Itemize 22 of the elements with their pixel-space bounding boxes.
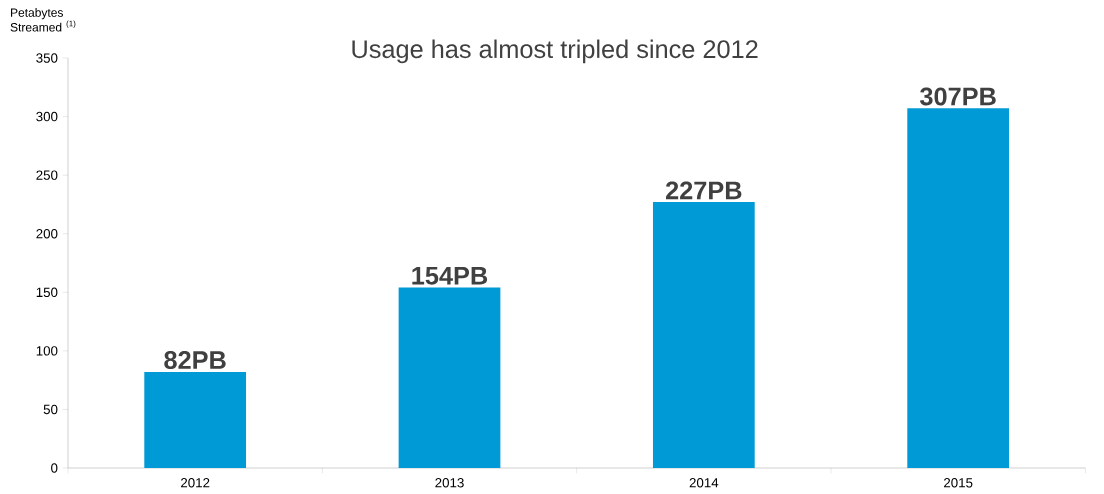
data-label: 307PB [920, 87, 996, 106]
y-tick-label: 350 [36, 53, 58, 63]
y-tick-label: 150 [36, 287, 58, 297]
data-label: 227PB [665, 181, 742, 200]
bar [652, 202, 755, 468]
x-tick-label: 2012 [181, 478, 210, 488]
x-tick-label: 2015 [944, 478, 973, 488]
y-tick-label: 250 [36, 170, 58, 180]
bar [398, 287, 501, 468]
y-tick-label: 200 [36, 229, 58, 239]
y-tick-label: 100 [36, 346, 58, 356]
y-tick-label: 50 [43, 404, 58, 415]
data-label: 82PB [164, 351, 226, 370]
chart-title: Usage has almost tripled since 2012 [352, 39, 758, 64]
bar [144, 371, 247, 468]
y-tick-label: 0 [51, 463, 58, 473]
data-label: 154PB [412, 267, 488, 285]
x-tick-label: 2013 [435, 478, 464, 488]
bar [907, 108, 1010, 468]
y-tick-label: 300 [36, 111, 58, 122]
x-tick-label: 2014 [689, 478, 719, 488]
y-axis-title: Petabytes Streamed $^{(1)}$ [10, 8, 76, 32]
